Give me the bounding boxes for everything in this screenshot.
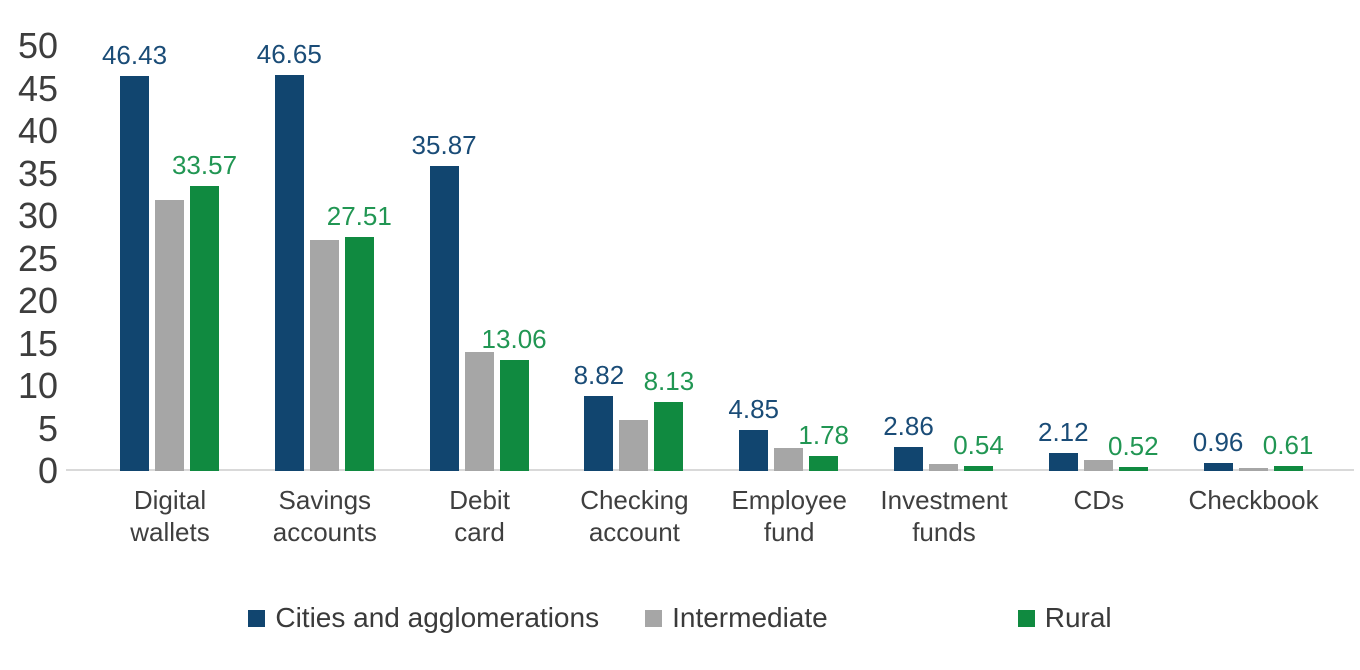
value-label: 8.13 <box>643 365 695 396</box>
bar-rural <box>809 455 839 471</box>
value-label: 33.57 <box>171 149 238 180</box>
bar-intermediate <box>1238 468 1268 471</box>
category-label: Checking account <box>580 485 689 547</box>
bar-intermediate <box>774 448 804 471</box>
y-axis-tick-label: 25 <box>17 237 58 279</box>
bar-rural <box>654 401 684 471</box>
value-label: 46.65 <box>256 38 322 69</box>
y-axis-tick-label: 20 <box>17 280 58 321</box>
x-axis-line <box>66 469 1354 471</box>
category-label: Employee fund <box>731 485 847 547</box>
bar-rural <box>190 185 219 471</box>
y-axis-tick-label: 40 <box>17 110 58 151</box>
category-label: Investment funds <box>880 485 1008 547</box>
value-label: 4.85 <box>728 393 779 424</box>
bar-cities-and-agglomerations <box>1048 453 1078 471</box>
legend: Cities and agglomerations Intermediate Rur… <box>0 600 1360 636</box>
legend-item-intermediate: Intermediate <box>645 602 828 634</box>
bar-intermediate <box>309 239 339 471</box>
y-axis-tick-label: 35 <box>17 152 58 194</box>
legend-item-rural: Rural <box>1017 602 1112 634</box>
value-label: 8.82 <box>573 360 625 390</box>
bar-cities-and-agglomerations <box>429 166 459 471</box>
value-label: 1.78 <box>798 419 849 450</box>
category-label: Checkbook <box>1188 485 1319 515</box>
y-axis-tick-label: 30 <box>17 195 58 236</box>
bar-cities-and-agglomerations <box>1203 462 1233 471</box>
value-label: 46.43 <box>101 40 168 71</box>
legend-swatch-intermediate <box>645 609 663 627</box>
legend-swatch-cities-and-agglomerations <box>248 609 266 627</box>
y-axis-tick-label: 10 <box>17 365 58 406</box>
value-label: 27.51 <box>326 201 392 232</box>
value-label: 0.54 <box>953 430 1004 461</box>
bar-cities-and-agglomerations <box>274 74 304 471</box>
bar-rural <box>964 466 993 471</box>
y-axis-tick-label: 5 <box>37 407 58 449</box>
category-label: Debit card <box>449 485 510 547</box>
bar-cities-and-agglomerations <box>584 396 614 471</box>
bar-cities-and-agglomerations <box>739 429 769 471</box>
bar-intermediate <box>619 420 649 471</box>
bar-cities-and-agglomerations <box>894 446 923 471</box>
legend-swatch-rural <box>1017 609 1035 627</box>
bar-intermediate <box>1083 460 1113 471</box>
bar-rural <box>344 237 374 471</box>
bar-intermediate <box>155 199 184 471</box>
bar-intermediate <box>464 352 494 471</box>
value-label: 0.52 <box>1107 430 1159 461</box>
bar-rural <box>1118 466 1148 471</box>
value-label: 2.12 <box>1037 417 1089 447</box>
bar-rural <box>1273 465 1303 471</box>
value-label: 35.87 <box>411 130 477 161</box>
bar-intermediate <box>929 463 958 471</box>
value-label: 0.96 <box>1192 426 1244 457</box>
y-axis-tick-label: 50 <box>17 25 58 66</box>
category-label: CDs <box>1073 485 1125 515</box>
value-label: 2.86 <box>883 410 934 441</box>
bar-rural <box>499 360 529 471</box>
legend-item-cities-and-agglomerations: Cities and agglomerations <box>248 602 599 634</box>
category-label: Digital wallets <box>130 485 210 547</box>
category-label: Savings accounts <box>272 485 377 547</box>
legend-label: Rural <box>1044 602 1112 633</box>
legend-label: Cities and agglomerations <box>275 602 600 633</box>
y-axis-tick-label: 15 <box>17 322 58 364</box>
bar-cities-and-agglomerations <box>120 76 149 471</box>
legend-label: Intermediate <box>672 602 828 633</box>
y-axis-tick-label: 0 <box>37 450 58 491</box>
value-label: 13.06 <box>481 324 547 354</box>
y-axis-tick-label: 45 <box>17 67 58 109</box>
value-label: 0.61 <box>1262 429 1314 460</box>
